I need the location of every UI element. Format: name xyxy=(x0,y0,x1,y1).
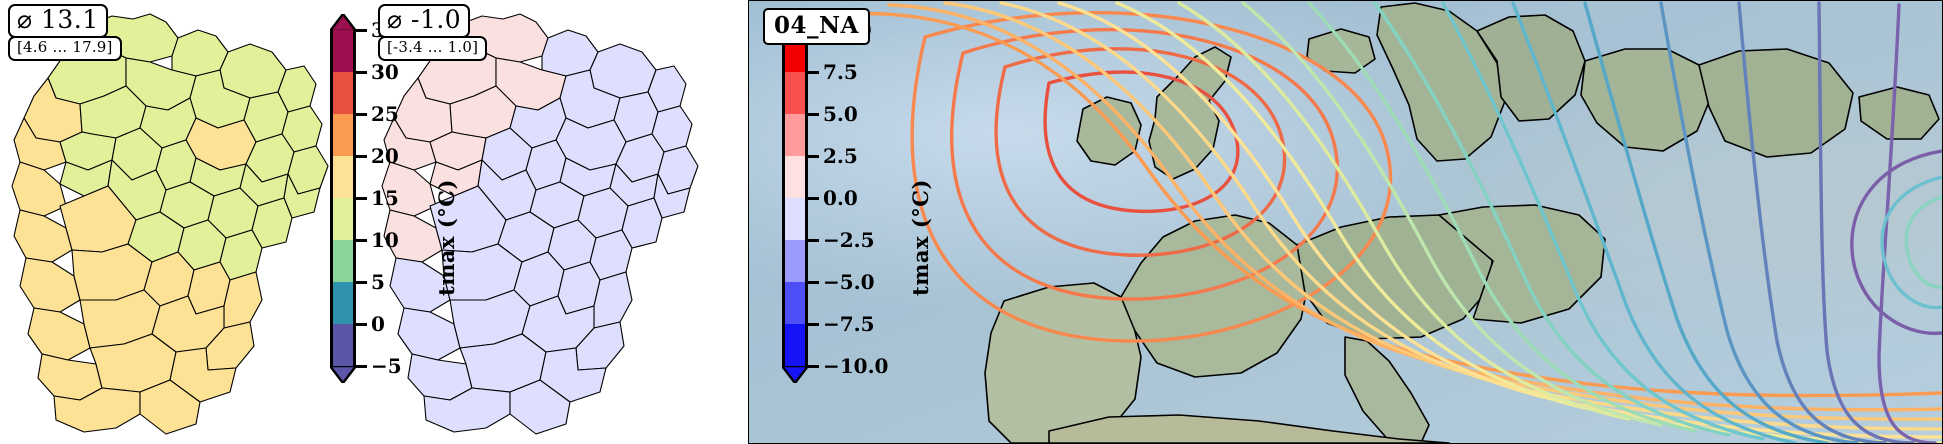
colorbar-anomaly-tick-label: −2.5 xyxy=(823,228,875,252)
colorbar-mean-tick: 25 xyxy=(356,102,399,126)
colorbar-mean-tick-mark xyxy=(356,154,367,158)
mean-stat-badge: ⌀ 13.1 xyxy=(8,4,108,39)
colorbar-mean-tick: 5 xyxy=(356,270,385,294)
colorbar-mean-segment xyxy=(333,324,353,366)
colorbar-anomaly-tick-mark xyxy=(808,322,819,326)
colorbar-anomaly-segment xyxy=(785,282,805,324)
germany-districts-map-mean xyxy=(11,13,329,435)
colorbar-anomaly-tick-mark xyxy=(808,112,819,116)
colorbar-anomaly-tick-label: −7.5 xyxy=(823,312,875,336)
colorbar-mean-segment xyxy=(333,198,353,240)
colorbar-anomaly-title: tmax (°C) xyxy=(908,179,933,296)
colorbar-mean-tick: 30 xyxy=(356,60,399,84)
colorbar-mean-tick-label: 0 xyxy=(371,312,385,336)
colorbar-anomaly-tick-mark xyxy=(808,196,819,200)
colorbar-mean-segment xyxy=(333,72,353,114)
colorbar-mean-segment xyxy=(333,114,353,156)
colorbar-anomaly-tick-mark xyxy=(808,280,819,284)
colorbar-over-cap xyxy=(330,14,356,31)
colorbar-mean-tick-label: 5 xyxy=(371,270,385,294)
colorbar-anomaly-tick-mark xyxy=(808,364,819,368)
colorbar-anomaly-tick: 0.0 xyxy=(808,186,858,210)
colorbar-anomaly-tick-mark xyxy=(808,70,819,74)
colorbar-anomaly-tick-mark xyxy=(808,154,819,158)
colorbar-anomaly-tick: 7.5 xyxy=(808,60,858,84)
germany-districts-map-anomaly xyxy=(381,13,699,435)
anomaly-range-stat-badge: [-3.4 ... 1.0] xyxy=(378,36,488,61)
colorbar-anomaly-tick-label: 0.0 xyxy=(823,186,858,210)
colorbar-mean-tick: 10 xyxy=(356,228,399,252)
panel-tmax-mean: ⌀ 13.1 [4.6 ... 17.9] xyxy=(0,0,459,444)
colorbar-mean-segment xyxy=(333,240,353,282)
colorbar-mean-segment xyxy=(333,282,353,324)
colorbar-mean-tick-mark xyxy=(356,280,367,284)
colorbar-mean-segment xyxy=(333,30,353,72)
colorbar-anomaly-tick-mark xyxy=(808,238,819,242)
colorbar-mean-tick-mark xyxy=(356,70,367,74)
colorbar-anomaly-tick: −5.0 xyxy=(808,270,875,294)
colorbar-mean-tick-mark xyxy=(356,364,367,368)
colorbar-mean-segment xyxy=(333,156,353,198)
colorbar-anomaly-segment xyxy=(785,324,805,366)
colorbar-anomaly-under-cap xyxy=(782,366,808,383)
colorbar-mean-tick-mark xyxy=(356,322,367,326)
colorbar-anomaly-segment xyxy=(785,72,805,114)
anomaly-mean-stat-value: ⌀ -1.0 xyxy=(387,5,462,34)
range-stat-value: [4.6 ... 17.9] xyxy=(17,38,113,56)
colorbar-mean-tick-label: 25 xyxy=(371,102,399,126)
colorbar-under-cap xyxy=(330,366,356,383)
colorbar-mean-tick: 20 xyxy=(356,144,399,168)
colorbar-mean-tick-label: 10 xyxy=(371,228,399,252)
colorbar-anomaly-segment xyxy=(785,156,805,198)
colorbar-anomaly-tick-label: 5.0 xyxy=(823,102,858,126)
range-stat-badge: [4.6 ... 17.9] xyxy=(8,36,122,61)
anomaly-mean-stat-badge: ⌀ -1.0 xyxy=(378,4,471,39)
synoptic-base-map xyxy=(749,1,1942,443)
mean-stat-value: ⌀ 13.1 xyxy=(17,5,99,34)
colorbar-mean-tick-label: 15 xyxy=(371,186,399,210)
colorbar-mean-tick-mark xyxy=(356,196,367,200)
panel-synoptic-map: 04_NA xyxy=(748,0,1943,444)
colorbar-anomaly-segment xyxy=(785,198,805,240)
colorbar-mean-tick: 15 xyxy=(356,186,399,210)
colorbar-anomaly-segment xyxy=(785,114,805,156)
colorbar-anomaly-tick: −10.0 xyxy=(808,354,888,378)
colorbar-mean-tick-mark xyxy=(356,238,367,242)
colorbar-anomaly-tick: 5.0 xyxy=(808,102,858,126)
synoptic-panel-label: 04_NA xyxy=(763,8,870,45)
colorbar-mean-tick-mark xyxy=(356,28,367,32)
colorbar-mean-tick-label: −5 xyxy=(371,354,402,378)
colorbar-anomaly-tick-label: −5.0 xyxy=(823,270,875,294)
colorbar-anomaly-tick: −2.5 xyxy=(808,228,875,252)
colorbar-mean-tick-label: 20 xyxy=(371,144,399,168)
colorbar-mean-tick: 0 xyxy=(356,312,385,336)
panel-tmax-anomaly: ⌀ -1.0 [-3.4 ... 1.0] xyxy=(370,0,933,444)
colorbar-anomaly-segment xyxy=(785,240,805,282)
colorbar-mean-title: tmax (°C) xyxy=(434,179,459,296)
colorbar-anomaly-tick-label: −10.0 xyxy=(823,354,889,378)
colorbar-mean-tick: −5 xyxy=(356,354,402,378)
colorbar-mean-tick-mark xyxy=(356,112,367,116)
colorbar-anomaly-tick-label: 7.5 xyxy=(823,60,858,84)
colorbar-anomaly-tick: 2.5 xyxy=(808,144,858,168)
anomaly-range-stat-value: [-3.4 ... 1.0] xyxy=(387,38,479,56)
colorbar-anomaly-tick-label: 2.5 xyxy=(823,144,858,168)
colorbar-mean-tick-label: 30 xyxy=(371,60,399,84)
colorbar-anomaly-tick: −7.5 xyxy=(808,312,875,336)
